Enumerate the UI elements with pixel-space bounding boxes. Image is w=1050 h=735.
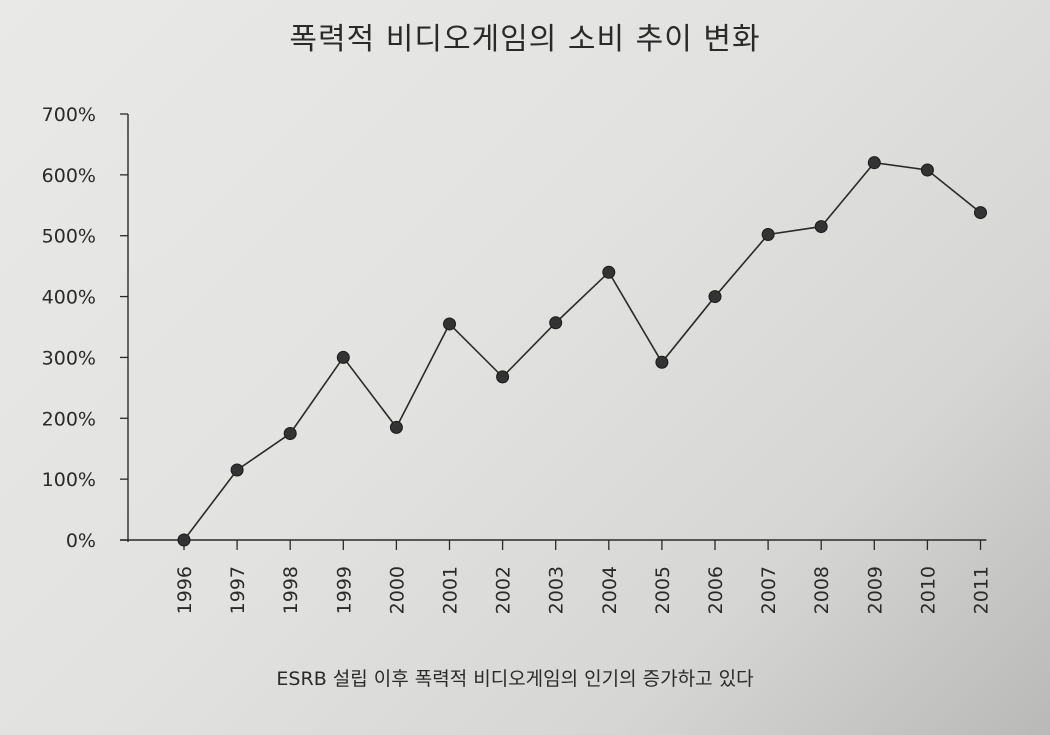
x-tick-label: 1996 [174,566,196,614]
data-point [814,220,828,234]
x-tick-label: 2009 [864,566,886,614]
x-tick-label: 2002 [493,566,515,614]
data-point [974,206,987,220]
y-tick-label: 500% [42,226,96,248]
y-tick-label: 600% [42,165,96,187]
x-tick-label: 2010 [917,566,939,614]
data-point [443,317,456,331]
data-point [496,370,510,384]
data-point [708,290,722,304]
axes [120,114,987,542]
data-point [920,163,934,177]
chart-title: 폭력적 비디오게임의 소비 추이 변화 [289,22,761,57]
y-tick-label: 0% [66,530,96,552]
y-axis-ticks: 0% 100% 200% 300% 400% 500% 600% 700% [42,104,128,552]
x-tick-label: 2007 [758,566,780,614]
x-tick-label: 2000 [386,566,408,614]
y-tick-label: 700% [42,104,96,126]
y-tick-label: 300% [42,347,96,369]
y-tick-label: 200% [42,408,96,430]
x-tick-label: 2011 [971,566,993,614]
data-points [177,156,987,547]
x-tick-label: 2006 [705,566,727,614]
chart-caption: ESRB 설립 이후 폭력적 비디오게임의 인기의 증가하고 있다 [276,668,754,690]
x-tick-label: 2001 [440,566,462,614]
data-point [230,463,244,477]
data-point [655,355,669,369]
x-tick-label: 2008 [811,566,833,614]
data-point [177,533,191,547]
data-point [389,420,403,434]
x-tick-label: 2005 [652,566,674,614]
x-tick-label: 2004 [599,566,621,614]
x-axis-ticks: 1996 1997 1998 1999 2000 2001 2002 2003 2004 2005… [174,540,993,614]
y-tick-label: 100% [42,469,96,491]
x-tick-label: 1997 [227,566,249,614]
data-point [283,427,297,440]
x-tick-label: 1998 [280,566,302,614]
data-point [549,316,563,330]
x-tick-label: 2003 [546,566,568,614]
data-point [336,350,350,364]
x-tick-label: 1999 [333,566,355,614]
y-tick-label: 400% [42,287,96,309]
data-point [761,227,775,241]
data-point [602,265,616,279]
series-line [183,161,982,541]
data-point [867,156,881,170]
